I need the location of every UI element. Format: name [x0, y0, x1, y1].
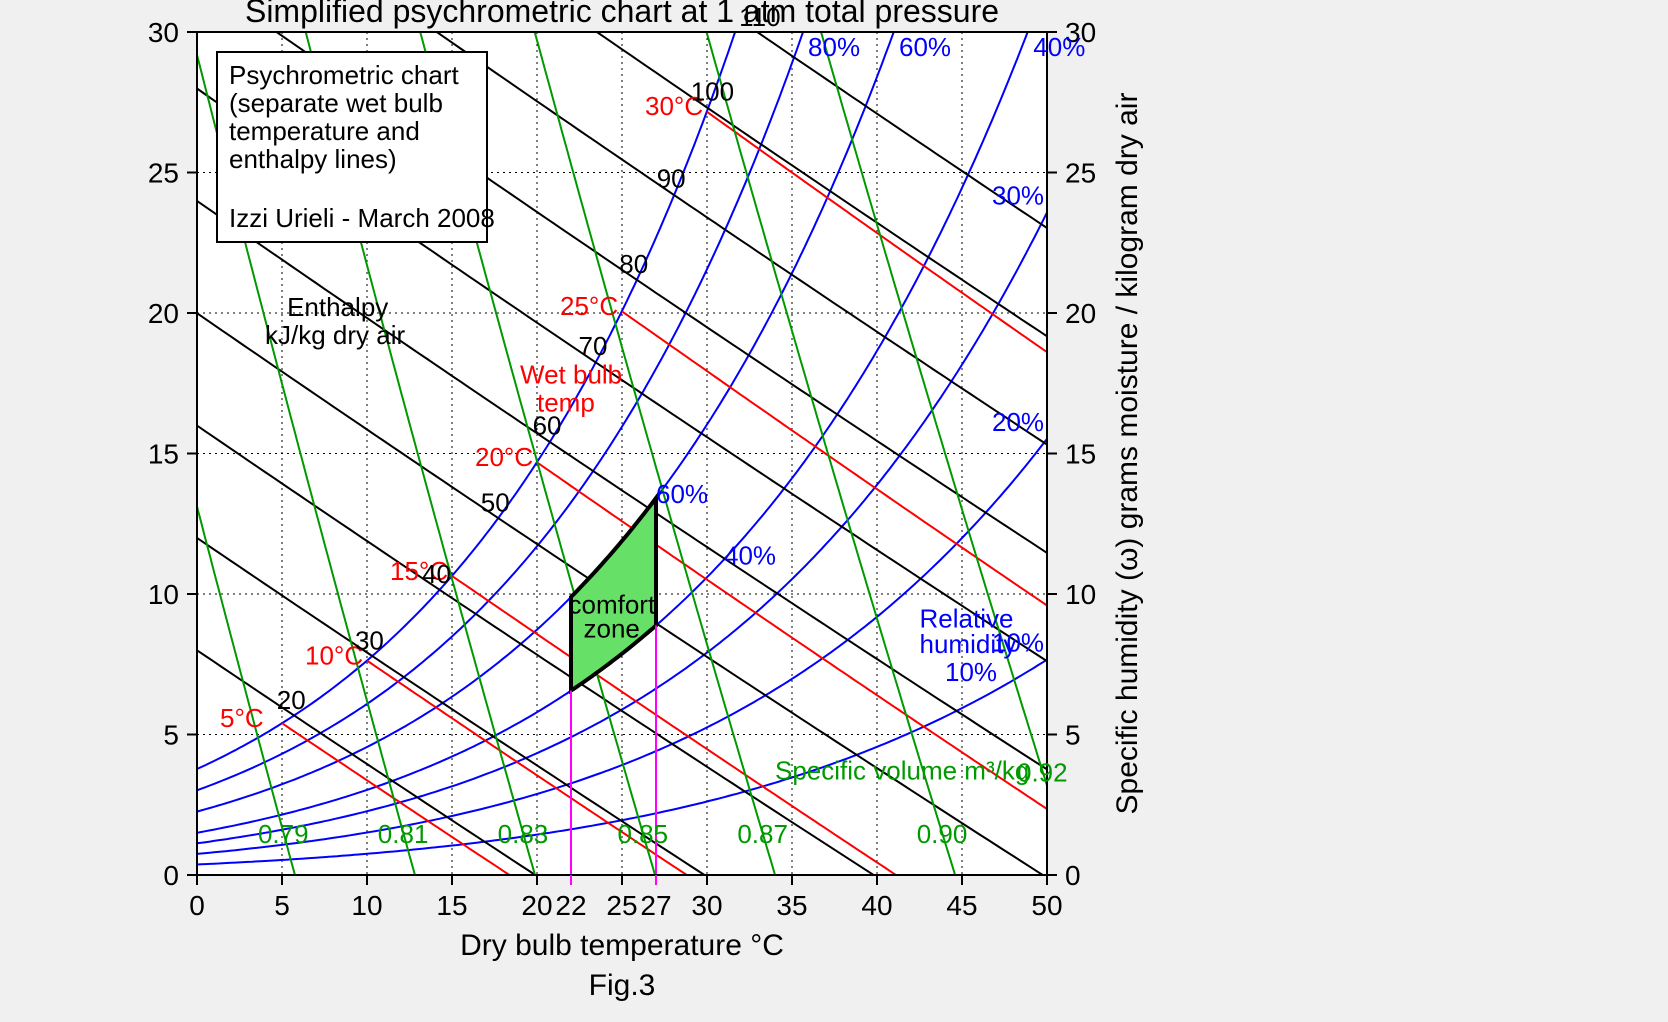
wetbulb-label: 5°C — [220, 703, 264, 733]
specvol-label: 0.90 — [917, 819, 968, 849]
specvol-label: 0.83 — [498, 819, 549, 849]
rh-label: 80% — [808, 32, 860, 62]
specvol-title: Specific volume m³/kg — [775, 755, 1029, 785]
svg-text:10: 10 — [148, 579, 179, 610]
specvol-label: 0.85 — [618, 819, 669, 849]
psychrometric-chart: comfortzone05101520253035404550222700551… — [0, 0, 1668, 1022]
svg-text:30: 30 — [691, 890, 722, 921]
wetbulb-title: Wet bulb — [520, 359, 622, 389]
wetbulb-label: 20°C — [475, 442, 533, 472]
svg-text:15: 15 — [436, 890, 467, 921]
specvol-label: 0.79 — [258, 819, 309, 849]
enthalpy-label: 40 — [422, 559, 451, 589]
chart-title: Simplified psychrometric chart at 1 atm … — [245, 0, 999, 29]
enthalpy-label: 80 — [619, 249, 648, 279]
comfort-label2: zone — [584, 614, 640, 644]
enthalpy-label: 30 — [355, 625, 384, 655]
enthalpy-title: Enthalpy — [287, 292, 388, 322]
enthalpy-label: 70 — [579, 331, 608, 361]
svg-text:20: 20 — [521, 890, 552, 921]
info-box-line: enthalpy lines) — [229, 144, 397, 174]
info-box-line: Psychrometric chart — [229, 60, 459, 90]
info-box-author: Izzi Urieli - March 2008 — [229, 203, 495, 233]
rh-label: 60% — [656, 479, 708, 509]
svg-text:50: 50 — [1031, 890, 1062, 921]
svg-text:20: 20 — [148, 298, 179, 329]
enthalpy-label: 60 — [533, 411, 562, 441]
svg-text:5: 5 — [274, 890, 290, 921]
info-box-line: temperature and — [229, 116, 420, 146]
svg-text:35: 35 — [776, 890, 807, 921]
enthalpy-label: 20 — [277, 685, 306, 715]
rh-label: 60% — [899, 32, 951, 62]
y-axis-label: Specific humidity (ω) grams moisture / k… — [1111, 93, 1144, 815]
enthalpy-label: 90 — [657, 164, 686, 194]
svg-text:0: 0 — [163, 860, 179, 891]
svg-text:20: 20 — [1065, 298, 1096, 329]
rh-label: 40% — [1033, 32, 1085, 62]
svg-text:0: 0 — [189, 890, 205, 921]
svg-text:40: 40 — [861, 890, 892, 921]
specvol-label: 0.81 — [378, 819, 429, 849]
fig-caption: Fig.3 — [589, 969, 656, 1002]
svg-text:15: 15 — [1065, 439, 1096, 470]
info-box-line: (separate wet bulb — [229, 88, 443, 118]
svg-text:30: 30 — [148, 17, 179, 48]
rh-title2: humidity — [920, 629, 1017, 659]
svg-text:15: 15 — [148, 439, 179, 470]
rh-label: 30% — [992, 180, 1044, 210]
rh-label: 40% — [724, 540, 776, 570]
specvol-label: 0.87 — [737, 819, 788, 849]
svg-text:25: 25 — [148, 158, 179, 189]
svg-text:5: 5 — [1065, 720, 1081, 751]
svg-text:25: 25 — [606, 890, 637, 921]
svg-text:10: 10 — [351, 890, 382, 921]
svg-text:22: 22 — [555, 890, 586, 921]
svg-text:0: 0 — [1065, 860, 1081, 891]
rh-label: 10% — [945, 657, 997, 687]
enthalpy-label: 100 — [691, 77, 734, 107]
x-axis-label: Dry bulb temperature °C — [460, 929, 784, 962]
svg-text:5: 5 — [163, 720, 179, 751]
svg-text:10: 10 — [1065, 579, 1096, 610]
enthalpy-label: 50 — [481, 487, 510, 517]
rh-label: 20% — [992, 407, 1044, 437]
svg-text:45: 45 — [946, 890, 977, 921]
enthalpy-title2: kJ/kg dry air — [265, 320, 405, 350]
psychrometric-chart-page: comfortzone05101520253035404550222700551… — [0, 0, 1668, 1022]
svg-text:27: 27 — [640, 890, 671, 921]
wetbulb-label: 25°C — [560, 291, 618, 321]
svg-text:25: 25 — [1065, 158, 1096, 189]
enthalpy-label: 110 — [739, 2, 780, 32]
